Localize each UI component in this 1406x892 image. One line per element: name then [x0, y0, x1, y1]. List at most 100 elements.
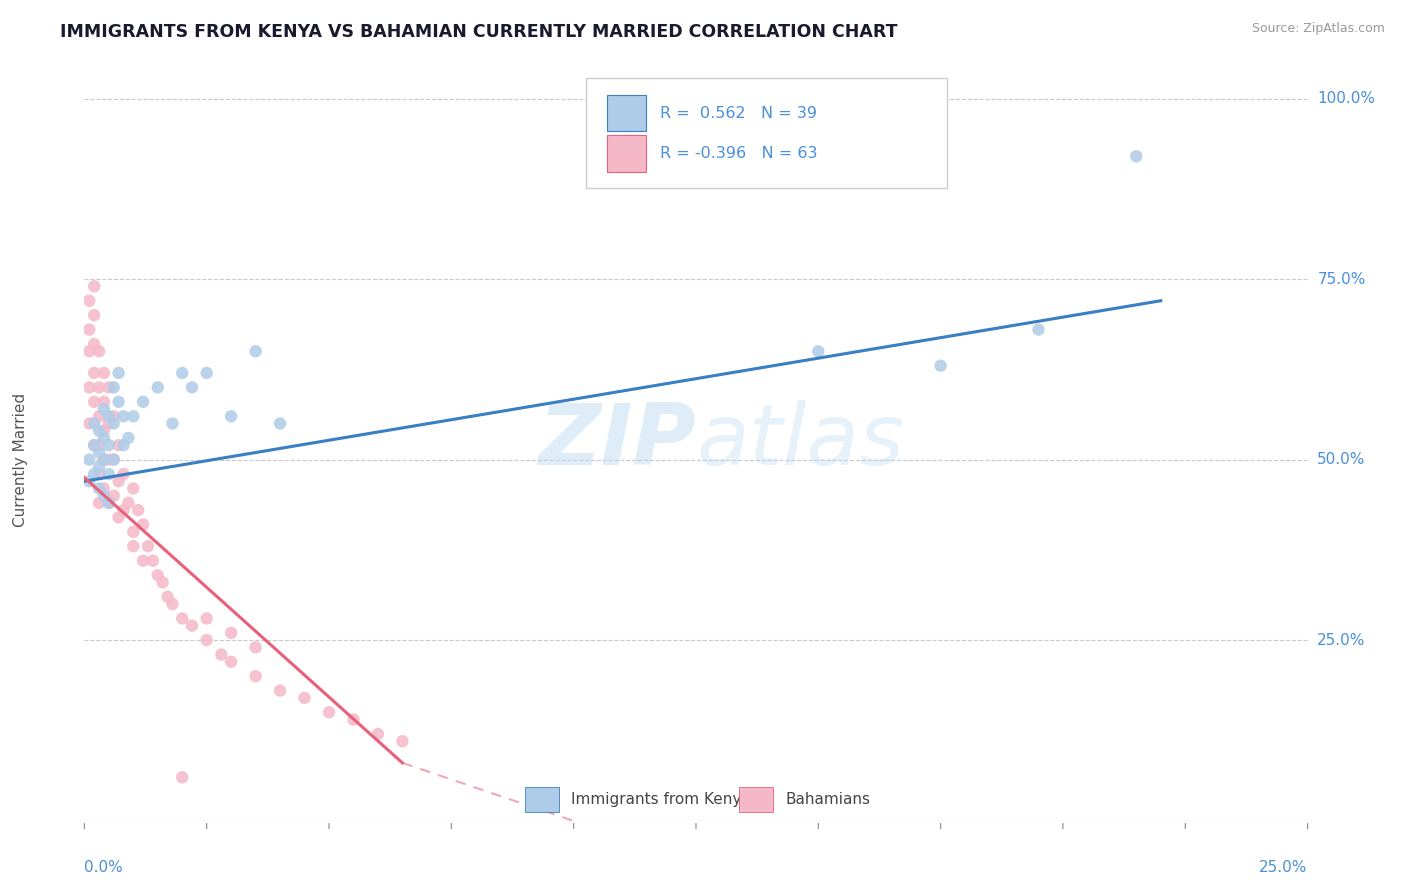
Text: 50.0%: 50.0%: [1317, 452, 1365, 467]
Point: [77, 323, 100, 337]
Text: 25.0%: 25.0%: [1260, 861, 1308, 875]
Point: [195, 633, 218, 648]
Point: [342, 713, 364, 727]
Point: [1125, 149, 1147, 163]
Point: [181, 618, 204, 632]
Point: [83, 438, 105, 452]
Point: [97, 496, 120, 510]
Point: [93, 366, 115, 380]
Text: ZIP: ZIP: [538, 400, 696, 483]
Text: Source: ZipAtlas.com: Source: ZipAtlas.com: [1251, 22, 1385, 36]
Point: [77, 452, 100, 467]
Point: [219, 626, 242, 640]
Point: [83, 308, 105, 322]
Point: [152, 575, 174, 590]
Point: [142, 554, 165, 568]
Point: [1028, 323, 1050, 337]
Point: [87, 482, 110, 496]
Point: [103, 489, 125, 503]
Point: [146, 568, 169, 582]
Point: [97, 438, 120, 452]
FancyBboxPatch shape: [606, 136, 645, 171]
Text: Immigrants from Kenya: Immigrants from Kenya: [571, 792, 751, 807]
Point: [112, 503, 135, 517]
Point: [807, 344, 830, 359]
Point: [112, 467, 135, 481]
Point: [93, 452, 115, 467]
FancyBboxPatch shape: [606, 95, 645, 131]
Point: [209, 648, 232, 662]
Point: [122, 539, 145, 553]
Point: [294, 690, 316, 705]
Point: [87, 424, 110, 438]
Point: [103, 452, 125, 467]
Point: [87, 380, 110, 394]
Point: [87, 344, 110, 359]
Point: [172, 770, 194, 784]
Point: [83, 366, 105, 380]
Point: [87, 459, 110, 474]
Point: [93, 482, 115, 496]
Point: [162, 417, 184, 431]
Point: [97, 409, 120, 424]
Point: [181, 380, 204, 394]
Point: [132, 394, 155, 409]
Point: [112, 438, 135, 452]
Point: [269, 417, 291, 431]
Point: [156, 590, 179, 604]
Point: [77, 475, 100, 489]
Point: [87, 445, 110, 459]
Point: [93, 394, 115, 409]
Point: [172, 366, 194, 380]
Point: [83, 417, 105, 431]
Point: [87, 438, 110, 452]
Point: [97, 452, 120, 467]
Point: [162, 597, 184, 611]
Text: IMMIGRANTS FROM KENYA VS BAHAMIAN CURRENTLY MARRIED CORRELATION CHART: IMMIGRANTS FROM KENYA VS BAHAMIAN CURREN…: [60, 23, 897, 41]
Point: [132, 554, 155, 568]
Point: [318, 706, 340, 720]
Point: [107, 475, 129, 489]
Point: [83, 394, 105, 409]
Point: [77, 417, 100, 431]
Point: [93, 424, 115, 438]
Point: [83, 279, 105, 293]
Point: [83, 337, 105, 351]
Point: [245, 640, 267, 655]
Point: [107, 394, 129, 409]
Text: Currently Married: Currently Married: [13, 392, 28, 526]
Text: R =  0.562   N = 39: R = 0.562 N = 39: [661, 106, 817, 120]
Point: [219, 655, 242, 669]
Text: 25.0%: 25.0%: [1317, 632, 1365, 648]
Point: [103, 380, 125, 394]
Point: [136, 539, 159, 553]
Point: [107, 438, 129, 452]
Point: [93, 489, 115, 503]
Point: [195, 366, 218, 380]
Point: [107, 366, 129, 380]
Point: [112, 409, 135, 424]
Point: [132, 517, 155, 532]
Point: [122, 409, 145, 424]
Point: [117, 496, 139, 510]
Point: [107, 510, 129, 524]
Point: [97, 496, 120, 510]
Text: atlas: atlas: [696, 400, 904, 483]
Point: [97, 467, 120, 481]
Point: [122, 524, 145, 539]
Text: 75.0%: 75.0%: [1317, 271, 1365, 286]
Point: [103, 409, 125, 424]
Point: [87, 409, 110, 424]
Point: [172, 611, 194, 625]
Point: [117, 431, 139, 445]
Point: [103, 452, 125, 467]
Point: [77, 344, 100, 359]
Point: [97, 380, 120, 394]
Point: [367, 727, 389, 741]
FancyBboxPatch shape: [524, 788, 560, 812]
Point: [93, 452, 115, 467]
Point: [929, 359, 952, 373]
Point: [269, 683, 291, 698]
FancyBboxPatch shape: [586, 78, 946, 187]
Point: [219, 409, 242, 424]
